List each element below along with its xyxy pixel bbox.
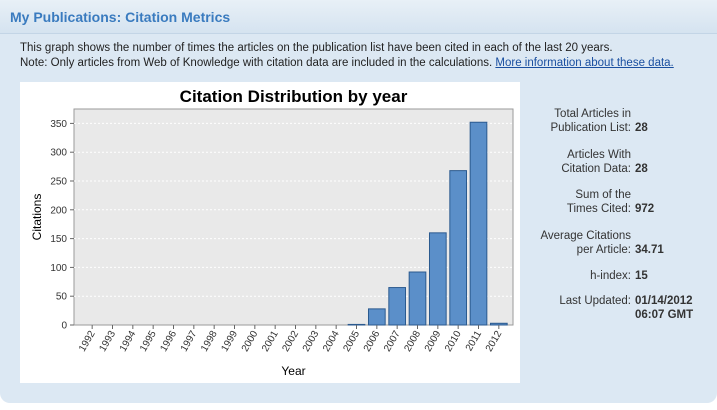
stat-avg-citations-label-2: per Article: <box>576 244 631 256</box>
bar-2007 <box>388 287 407 326</box>
stat-last-updated-date: 01/14/2012 <box>635 295 693 307</box>
x-tick-label: 1996 <box>158 329 179 354</box>
x-tick-label: 1995 <box>138 329 159 354</box>
stat-h-index-label: h-index: <box>590 270 631 282</box>
stat-articles-with-data-value: 28 <box>635 163 648 175</box>
x-tick-label: 1992 <box>77 329 98 354</box>
y-tick-label: 300 <box>50 148 67 159</box>
chart-title: Citation Distribution by year <box>180 87 408 106</box>
stat-sum-cited-value: 972 <box>635 203 655 215</box>
x-tick-label: 1994 <box>118 329 139 354</box>
y-tick-label: 350 <box>50 119 67 130</box>
description-line-1: This graph shows the number of times the… <box>20 42 613 54</box>
citation-chart-svg: Citation Distribution by year 0 50 100 150 20… <box>30 87 514 378</box>
x-tick-label: 2003 <box>301 329 322 354</box>
stat-avg-citations-value: 34.71 <box>635 244 664 256</box>
x-tick-label: 2005 <box>341 329 362 354</box>
stat-last-updated-time: 06:07 GMT <box>635 309 694 321</box>
bar-2012 <box>489 322 508 326</box>
more-info-link[interactable]: More information about these data. <box>495 57 674 69</box>
bar-2010 <box>449 170 468 326</box>
description-line-2: Note: Only articles from Web of Knowledg… <box>20 57 717 69</box>
citation-chart: Citation Distribution by year 0 50 100 150 20… <box>20 82 520 383</box>
x-tick-label: 2010 <box>443 329 464 354</box>
y-tick-label: 150 <box>50 234 67 245</box>
stat-total-articles-label-2: Publication List: <box>550 122 631 134</box>
y-axis-label: Citations <box>30 194 44 241</box>
panel-title: My Publications: Citation Metrics <box>10 9 231 25</box>
x-tick-label: 2009 <box>423 329 444 354</box>
y-tick-label: 200 <box>50 205 67 216</box>
stat-articles-with-data-label-1: Articles With <box>567 149 631 161</box>
x-tick-label: 2008 <box>402 329 423 354</box>
plot-area <box>73 108 514 326</box>
bar-2008 <box>408 271 427 326</box>
x-tick-label: 1993 <box>97 329 118 354</box>
x-tick-label: 1997 <box>179 329 200 354</box>
x-tick-label: 2001 <box>260 329 281 354</box>
stat-total-articles-value: 28 <box>635 122 648 134</box>
y-tick-label: 100 <box>50 263 67 274</box>
y-tick-label: 0 <box>61 321 67 332</box>
y-tick-label: 50 <box>56 292 68 303</box>
x-tick-label: 2006 <box>362 329 383 354</box>
x-tick-label: 1998 <box>199 329 220 354</box>
stat-sum-cited-label-2: Times Cited: <box>566 203 631 215</box>
x-tick-label: 2004 <box>321 329 342 354</box>
x-axis-label: Year <box>281 364 305 378</box>
bar-2011 <box>469 121 488 326</box>
x-tick-label: 2002 <box>280 329 301 354</box>
x-tick-label: 2000 <box>240 329 261 354</box>
bar-2009 <box>428 232 447 326</box>
stat-avg-citations-label-1: Average Citations <box>540 230 631 242</box>
stat-total-articles-label-1: Total Articles in <box>554 108 631 120</box>
x-tick-label: 1999 <box>219 329 240 354</box>
x-tick-label: 2011 <box>464 329 484 354</box>
bar-2005 <box>347 323 366 326</box>
panel-header: My Publications: Citation Metrics <box>0 0 717 34</box>
bar-2006 <box>367 308 386 326</box>
description-note: Note: Only articles from Web of Knowledg… <box>20 57 493 69</box>
stat-last-updated-label: Last Updated: <box>559 295 631 307</box>
stat-sum-cited-label-1: Sum of the <box>575 189 631 201</box>
stat-h-index-value: 15 <box>635 270 648 282</box>
x-tick-label: 2007 <box>382 329 403 354</box>
stat-articles-with-data-label-2: Citation Data: <box>561 163 631 175</box>
x-tick-label: 2012 <box>484 329 505 354</box>
y-tick-label: 250 <box>50 177 67 188</box>
